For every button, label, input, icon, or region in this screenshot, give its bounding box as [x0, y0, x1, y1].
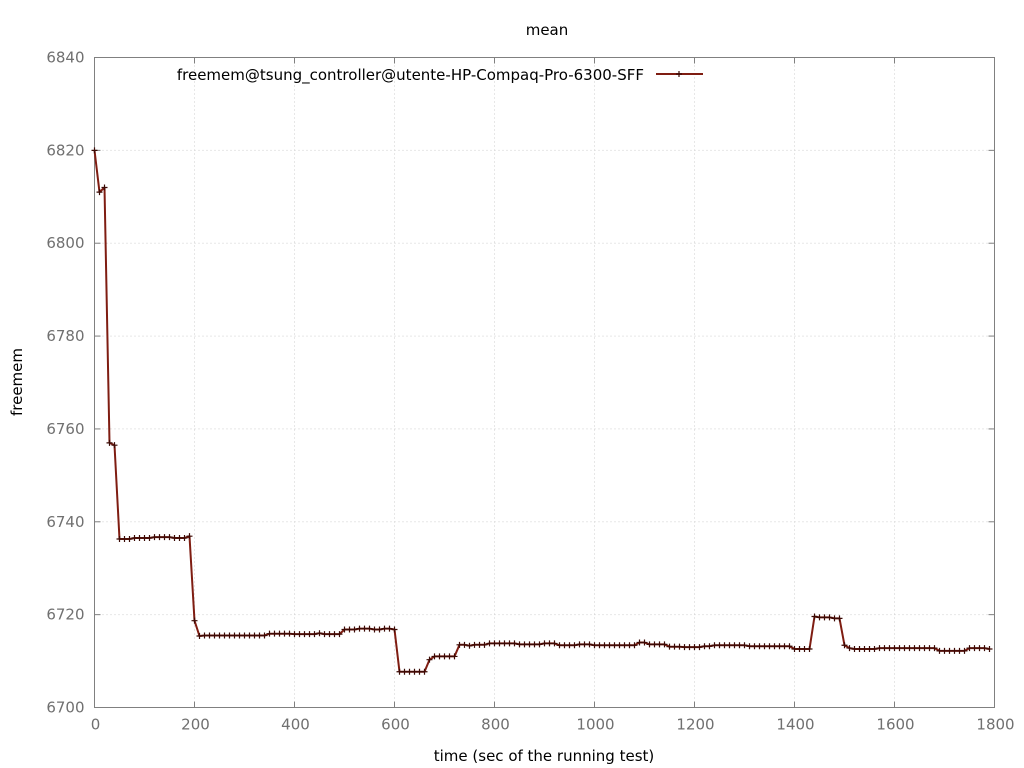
x-tick-label: 1600 [876, 716, 914, 734]
grid [94, 57, 995, 708]
data-point [871, 646, 878, 652]
data-point [96, 189, 103, 196]
data-point [741, 642, 748, 649]
data-point [511, 640, 518, 647]
data-point [166, 534, 173, 541]
data-point [181, 535, 188, 542]
data-point [931, 645, 938, 652]
data-point [111, 442, 118, 449]
data-point [631, 642, 638, 649]
x-tick-label: 200 [181, 716, 210, 734]
legend-marker-symbol [676, 71, 682, 77]
legend: freemem@tsung_controller@utente-HP-Compa… [177, 66, 703, 85]
data-point [91, 147, 98, 154]
data-point [961, 647, 968, 654]
data-point [391, 626, 398, 633]
data-point [351, 626, 358, 633]
data-point [376, 626, 383, 633]
data-point [106, 439, 113, 446]
data-point [806, 646, 813, 652]
data-point [586, 641, 593, 648]
data-point [126, 535, 133, 542]
data-point [466, 642, 473, 649]
data-point [261, 632, 268, 639]
data-point [696, 644, 703, 651]
data-point [386, 625, 393, 632]
data-point [811, 613, 818, 620]
data-point [481, 641, 488, 648]
data-point [841, 642, 848, 649]
x-tick-label: 1400 [776, 716, 814, 734]
data-point [986, 646, 993, 652]
x-tick-label: 600 [381, 716, 410, 734]
data-point [451, 653, 458, 660]
x-axis-title: time (sec of the running test) [434, 747, 655, 765]
data-point [981, 645, 988, 652]
y-tick-label: 6760 [46, 420, 84, 438]
x-tick-label: 400 [281, 716, 310, 734]
series-line [93, 150, 990, 673]
x-tick-label: 1800 [976, 716, 1014, 734]
data-point [706, 643, 713, 650]
series-layer [91, 147, 993, 675]
data-point [661, 641, 668, 648]
data-point [551, 640, 558, 647]
y-tick-label: 6740 [46, 513, 84, 531]
data-point [571, 642, 578, 649]
data-point [311, 631, 318, 638]
data-point [461, 641, 468, 648]
x-tick-label: 1200 [676, 716, 714, 734]
y-tick-label: 6820 [46, 141, 84, 159]
y-tick-label: 6700 [46, 699, 84, 717]
chart-title: mean [526, 21, 569, 39]
data-point [421, 668, 428, 675]
y-tick-label: 6840 [46, 49, 84, 67]
y-tick-label: 6780 [46, 327, 84, 345]
plot-frame [94, 57, 995, 708]
axis-ticks: 0 200 400 600 800 1000 1200 1400 1600 1800 6700 672… [46, 49, 1014, 734]
data-point [846, 645, 853, 652]
data-point [786, 643, 793, 650]
y-tick-label: 6720 [46, 606, 84, 624]
data-point [836, 615, 843, 622]
y-tick-label: 6800 [46, 234, 84, 252]
data-point [826, 614, 833, 621]
y-axis-title: freemem [8, 348, 26, 416]
data-point [191, 617, 198, 624]
data-point [366, 625, 373, 632]
data-point [146, 535, 153, 542]
x-tick-label: 800 [481, 716, 510, 734]
x-tick-label: 1000 [576, 716, 614, 734]
x-tick-label: 0 [91, 716, 101, 734]
data-point [426, 656, 433, 663]
data-point [536, 641, 543, 648]
legend-label: freemem@tsung_controller@utente-HP-Compa… [177, 66, 644, 85]
data-point [641, 639, 648, 646]
data-point [336, 631, 343, 638]
data-point [316, 630, 323, 637]
data-point [101, 184, 108, 191]
data-point [186, 533, 193, 540]
legend-marker [676, 71, 682, 77]
